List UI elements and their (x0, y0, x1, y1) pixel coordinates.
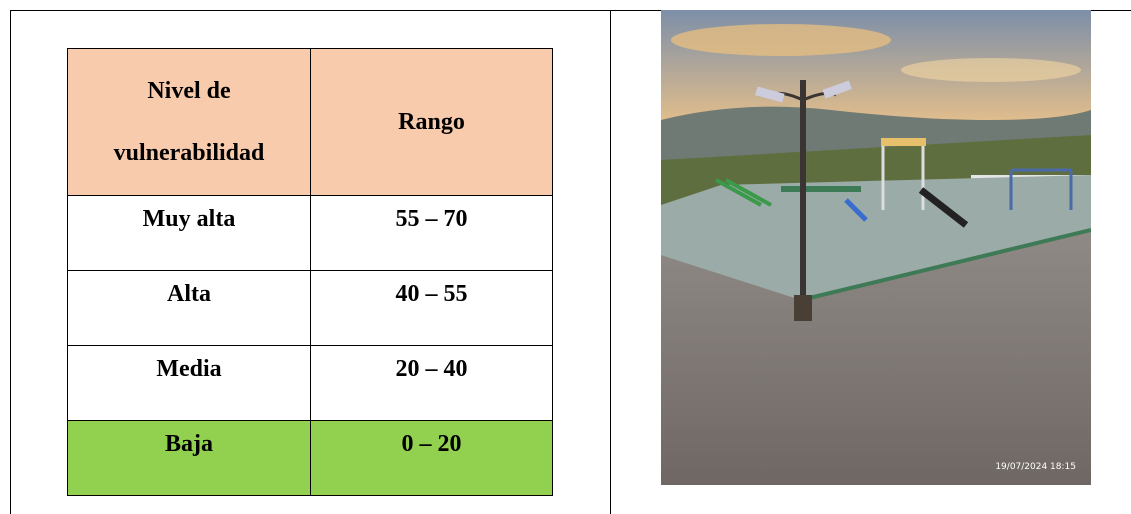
frame-left (10, 10, 11, 514)
table-row: Alta 40 – 55 (67, 270, 553, 346)
cell: Baja (67, 420, 311, 496)
cell: 55 – 70 (310, 195, 553, 271)
table-row: Media 20 – 40 (67, 345, 553, 421)
cell: Muy alta (67, 195, 311, 271)
header-row: Nivel de vulnerabilidad Rango (67, 48, 553, 196)
header-cell: Rango (310, 48, 553, 196)
photo-timestamp: 19/07/2024 18:15 (995, 462, 1076, 472)
table-row: Baja 0 – 20 (67, 420, 553, 496)
frame-divider (610, 10, 611, 514)
cell: 0 – 20 (310, 420, 553, 496)
table-row: Muy alta 55 – 70 (67, 195, 553, 271)
header-cell: Nivel de vulnerabilidad (67, 48, 311, 196)
cell: 20 – 40 (310, 345, 553, 421)
cell: Media (67, 345, 311, 421)
cell: 40 – 55 (310, 270, 553, 346)
cell: Alta (67, 270, 311, 346)
vulnerability-table: Nivel de vulnerabilidad Rango Muy alta 55… (67, 48, 553, 496)
frame-top (10, 10, 1131, 11)
playground-photo: 19/07/2024 18:15 (661, 10, 1091, 485)
